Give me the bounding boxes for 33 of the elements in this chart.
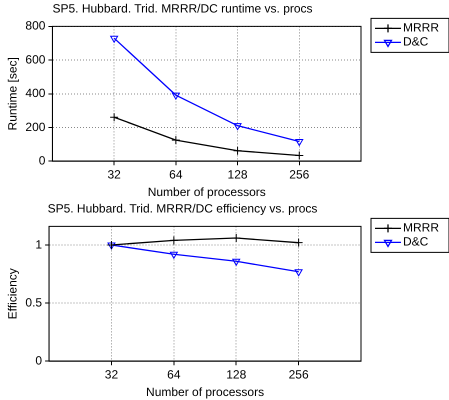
point [234, 123, 242, 130]
y-tick-label: 0 [38, 154, 46, 168]
y-axis-title: Efficiency [6, 268, 20, 320]
x-axis-title: Number of processors [148, 185, 266, 200]
x-tick-label: 128 [226, 368, 247, 382]
x-axis-title: Number of processors [146, 385, 264, 400]
chart-title: SP5. Hubbard. Trid. MRRR/DC runtime vs. procs [52, 2, 313, 16]
y-tick-label: 0 [35, 354, 42, 368]
point [172, 92, 180, 100]
y-axis-title: Runtime [sec] [6, 57, 20, 130]
x-tick-label: 256 [288, 368, 309, 382]
y-tick-label: 600 [25, 52, 46, 66]
point [233, 146, 242, 156]
chart-title: SP5. Hubbard. Trid. MRRR/DC efficiency vs. procs [48, 202, 318, 216]
legend-label: D&C [403, 34, 429, 49]
y-tick-label: 400 [25, 86, 46, 100]
legend-label: MRRR [403, 220, 440, 235]
point [110, 36, 118, 43]
y-tick-label: 200 [25, 120, 46, 134]
y-tick-label: 1 [35, 237, 42, 252]
x-tick-label: 32 [104, 368, 118, 382]
y-tick-label: 0.5 [25, 295, 42, 310]
x-tick-label: 64 [169, 168, 183, 182]
x-tick-label: 128 [228, 168, 248, 182]
y-tick-label: 800 [25, 18, 46, 33]
legend-label: D&C [403, 234, 429, 249]
legend-label: MRRR [403, 20, 440, 35]
x-tick-label: 64 [167, 368, 181, 382]
x-tick-label: 256 [289, 168, 310, 182]
x-tick-label: 32 [107, 168, 122, 182]
point [295, 138, 304, 146]
point [171, 136, 180, 145]
point [110, 112, 119, 122]
